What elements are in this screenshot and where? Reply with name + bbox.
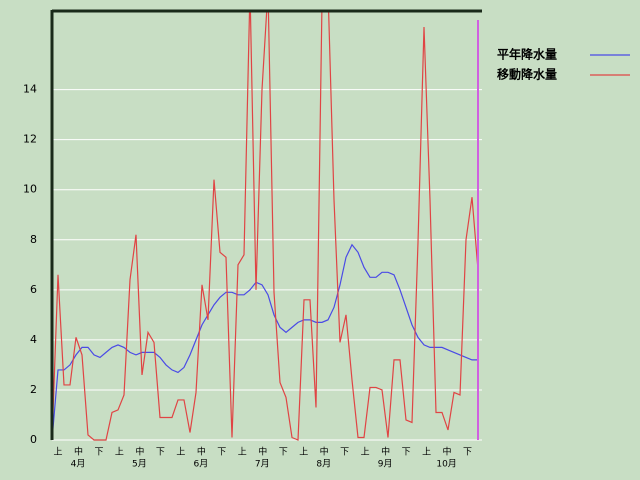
x-tick-label: 上 xyxy=(53,447,62,458)
y-tick-label: 14 xyxy=(23,83,37,96)
labels: 02468101214上中下上中下上中下上中下上中下上中下上中下4月 5月 6月 7月… xyxy=(23,47,630,470)
month-label: 9月 xyxy=(378,459,393,470)
y-tick-label: 0 xyxy=(30,433,37,446)
series-line xyxy=(52,243,478,441)
x-tick-label: 上 xyxy=(176,447,185,458)
x-tick-label: 上 xyxy=(361,447,370,458)
month-label: 4月 xyxy=(71,459,86,470)
y-tick-label: 12 xyxy=(23,133,37,146)
x-tick-label: 中 xyxy=(258,446,267,458)
x-tick-label: 中 xyxy=(320,446,329,458)
month-label: 7月 xyxy=(255,459,270,470)
x-tick-label: 中 xyxy=(74,446,83,458)
x-tick-label: 上 xyxy=(238,447,247,458)
x-tick-label: 中 xyxy=(443,446,452,458)
x-tick-label: 下 xyxy=(279,448,288,458)
y-tick-label: 2 xyxy=(30,383,37,396)
x-tick-label: 下 xyxy=(94,448,103,458)
x-tick-label: 上 xyxy=(299,447,308,458)
x-tick-label: 下 xyxy=(340,448,349,458)
month-label: 5月 xyxy=(132,459,147,470)
x-tick-label: 中 xyxy=(197,446,206,458)
y-tick-label: 4 xyxy=(30,333,37,346)
plot-area xyxy=(52,12,479,441)
x-tick-label: 下 xyxy=(463,448,472,458)
x-tick-label: 下 xyxy=(156,448,165,458)
series-line xyxy=(52,12,479,441)
y-tick-label: 8 xyxy=(30,233,37,246)
x-tick-label: 下 xyxy=(402,448,411,458)
x-tick-label: 中 xyxy=(135,446,144,458)
month-label: 10月 xyxy=(436,459,456,470)
month-label: 6月 xyxy=(193,459,208,470)
x-tick-label: 上 xyxy=(115,447,124,458)
month-label: 8月 xyxy=(316,459,331,470)
x-tick-label: 中 xyxy=(381,446,390,458)
y-tick-label: 6 xyxy=(30,283,37,296)
x-tick-label: 上 xyxy=(422,447,431,458)
legend-label: 平年降水量 xyxy=(497,47,557,62)
y-tick-label: 10 xyxy=(23,183,37,196)
x-tick-label: 下 xyxy=(217,448,226,458)
legend-label: 移動降水量 xyxy=(497,67,557,82)
